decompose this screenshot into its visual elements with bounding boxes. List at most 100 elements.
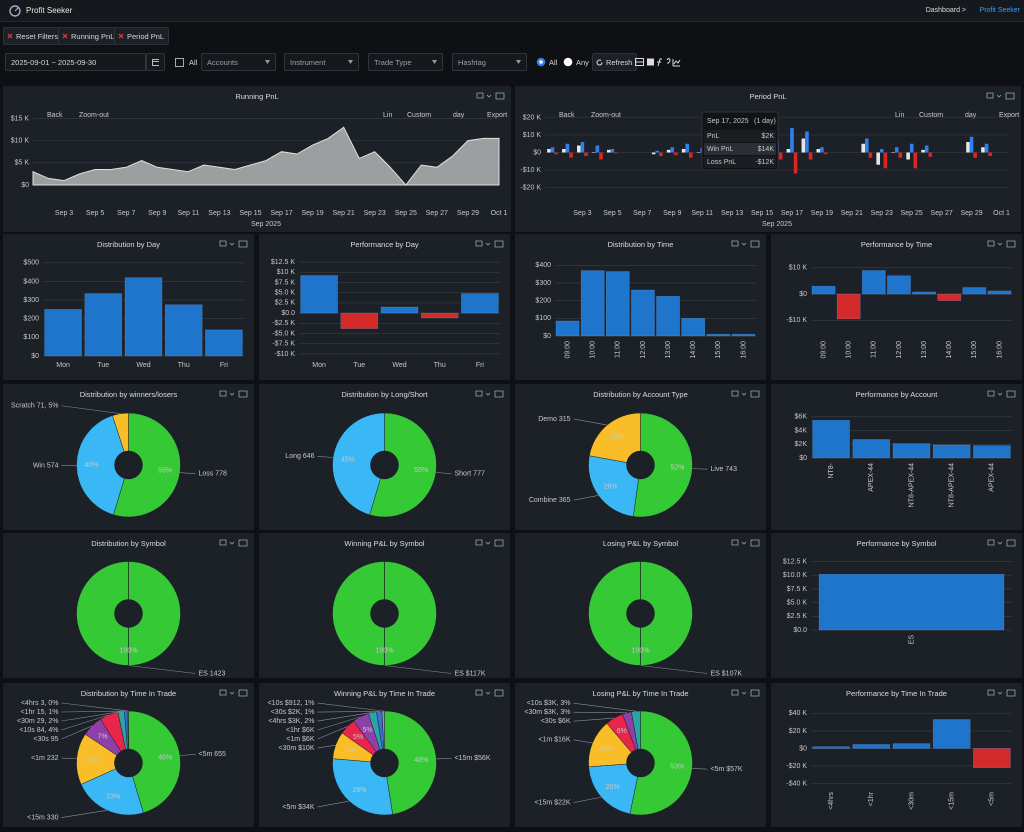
bar <box>599 153 603 160</box>
leader-line <box>318 801 350 807</box>
x-tick-label: Oct 1 <box>993 210 1010 217</box>
select-label: Hashtag <box>458 58 486 67</box>
button-label: Refresh <box>606 58 632 67</box>
menu-icon[interactable] <box>477 93 504 99</box>
chart-title: Performance by Symbol <box>856 539 936 548</box>
menu-icon[interactable] <box>220 391 247 397</box>
x-tick-label: Oct 1 <box>491 210 508 217</box>
tooltip-label: Win PnL <box>707 146 734 153</box>
bar <box>655 151 659 153</box>
radio-label: Any <box>576 58 589 67</box>
menu-icon[interactable] <box>732 241 759 247</box>
menu-icon[interactable] <box>987 93 1014 99</box>
bar <box>973 446 1010 458</box>
menu-icon[interactable] <box>476 540 503 546</box>
select[interactable]: Accounts <box>201 53 276 71</box>
chart: Performance by Time In Trade$40 K$20 K$0… <box>771 683 1022 827</box>
slice-label: <4hrs 3, 0% <box>21 700 59 707</box>
filter-chip[interactable]: Reset Filters <box>3 27 63 45</box>
select[interactable]: Trade Type <box>368 53 443 71</box>
slice-label: Scratch 71, 5% <box>11 403 58 410</box>
select[interactable]: Hashtag <box>452 53 527 71</box>
slice-label: <10s $912, 1% <box>268 700 315 707</box>
chart-tool[interactable]: Export <box>487 112 507 119</box>
toolbar-icons[interactable] <box>635 57 681 68</box>
bar <box>820 147 824 152</box>
chart: Distribution by Time$0$100$200$300$40009… <box>515 234 766 380</box>
x-tick-label: 10:00 <box>846 341 853 359</box>
caret <box>516 60 521 64</box>
x-tick-label: Thu <box>434 362 446 369</box>
chart-tool[interactable]: Back <box>47 112 63 119</box>
filter-chip[interactable]: Period PnL <box>114 27 169 45</box>
bar <box>682 318 705 336</box>
x-tick-label: Sep 17 <box>781 210 803 217</box>
chart: Winning P&L by Time In Trade48%29%9%5%5%… <box>259 683 510 827</box>
menu-icon[interactable] <box>732 540 759 546</box>
bar <box>805 132 809 153</box>
chart-tool[interactable]: Lin <box>383 112 392 119</box>
menu-icon[interactable] <box>988 391 1015 397</box>
slice-percent: 45% <box>341 457 355 464</box>
match-any-radio[interactable]: Any <box>563 53 589 71</box>
chart-tool[interactable]: day <box>453 112 465 119</box>
menu-icon[interactable] <box>732 690 759 696</box>
menu-icon[interactable] <box>220 690 247 696</box>
x-tick-label: Sep 21 <box>333 210 355 217</box>
y-tick-label: $40 K <box>789 710 808 717</box>
menu-icon[interactable] <box>220 540 247 546</box>
y-tick-label: $6K <box>795 414 808 421</box>
menu-icon[interactable] <box>476 241 503 247</box>
slice-percent: 6% <box>617 728 627 735</box>
refresh-button[interactable]: Refresh <box>592 53 637 71</box>
bar <box>577 146 581 153</box>
tooltip-title: Sep 17, 2025 <box>707 118 749 125</box>
bar <box>732 334 755 336</box>
x-tick-label: Sep 13 <box>721 210 743 217</box>
x-tick-label: Sep 23 <box>871 210 893 217</box>
chart-title: Winning P&L by Symbol <box>344 539 425 548</box>
x-tick-label: 12:00 <box>896 341 903 359</box>
match-all-radio[interactable]: All <box>536 53 557 71</box>
menu-icon[interactable] <box>732 391 759 397</box>
tooltip-value: $2K <box>762 133 775 140</box>
x-tick-label: 10:00 <box>590 341 597 359</box>
slice-label: <15m $22K <box>535 799 571 806</box>
x-tick-label: 13:00 <box>921 341 928 359</box>
menu-icon[interactable] <box>988 241 1015 247</box>
slice-percent: 40% <box>84 462 98 469</box>
menu-icon[interactable] <box>476 391 503 397</box>
x-tick-label: ES <box>908 635 915 645</box>
menu-icon[interactable] <box>476 690 503 696</box>
chart-title: Distribution by Time In Trade <box>81 689 176 698</box>
y-tick-label: $0 <box>799 291 807 298</box>
menu-icon[interactable] <box>220 241 247 247</box>
slice-label: <30s $6K <box>541 718 571 725</box>
chart-title: Distribution by Account Type <box>593 390 688 399</box>
all-checkbox[interactable]: All <box>175 53 197 71</box>
chart-panel: Performance by Day$12.5 K$10 K$7.5 K$5.0… <box>259 234 510 380</box>
breadcrumb-parent[interactable]: Dashboard > <box>926 7 966 14</box>
slice-label: Loss 778 <box>199 471 228 478</box>
x-tick-label: 12:00 <box>640 341 647 359</box>
date-range-input[interactable]: 2025-09-01 ~ 2025-09-30 <box>5 53 146 71</box>
chart-tool[interactable]: Zoom-out <box>79 112 109 119</box>
filter-chip[interactable]: Running PnL <box>58 27 119 45</box>
select[interactable]: Instrument <box>284 53 359 71</box>
calendar-button[interactable] <box>146 53 165 71</box>
bar <box>659 153 663 157</box>
y-tick-label: $5 K <box>15 160 30 167</box>
menu-icon[interactable] <box>988 690 1015 696</box>
menu-icon[interactable] <box>988 540 1015 546</box>
bar <box>381 307 418 313</box>
bar <box>787 149 791 153</box>
radio-checked <box>536 57 546 67</box>
chart-title: Performance by Day <box>350 240 419 249</box>
x-tick-label: Sep 27 <box>931 210 953 217</box>
chart-tool[interactable]: Custom <box>407 112 431 119</box>
tooltip-label: PnL <box>707 133 720 140</box>
